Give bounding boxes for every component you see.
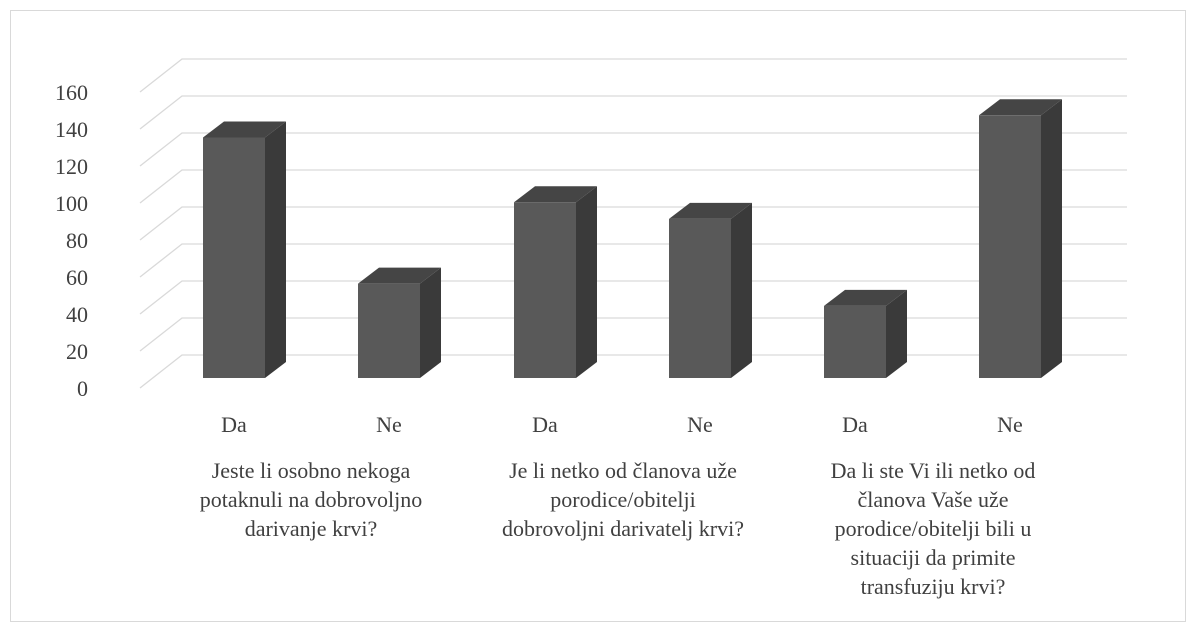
bar-front	[358, 283, 420, 378]
bar-top	[669, 202, 752, 219]
gridline	[139, 95, 1127, 130]
group-label: Da li ste Vi ili netko od članova Vaše už…	[831, 458, 1036, 599]
y-tick-label: 140	[55, 117, 88, 142]
bar-side	[265, 121, 286, 378]
group-label-line: porodice/obitelji bili u	[835, 516, 1032, 541]
x-tick-label: Ne	[687, 412, 713, 437]
x-axis: Da Ne Da Ne Da Ne Jeste li osobno nekoga potakn…	[200, 412, 1036, 599]
gridlines	[139, 58, 1127, 389]
group-label-line: situaciji da primite	[851, 545, 1016, 570]
x-tick-label: Da	[221, 412, 247, 437]
bar-front	[669, 218, 731, 378]
gridline	[139, 132, 1127, 167]
bar-top	[358, 267, 441, 284]
gridline	[139, 280, 1127, 315]
y-tick-label: 0	[77, 376, 88, 401]
y-tick-label: 120	[55, 154, 88, 179]
y-tick-label: 80	[66, 228, 88, 253]
bar-front	[979, 115, 1041, 379]
bar	[514, 186, 597, 378]
bar	[979, 99, 1062, 379]
bars	[203, 99, 1062, 379]
y-tick-label: 160	[55, 80, 88, 105]
group-label-line: Jeste li osobno nekoga	[212, 458, 411, 483]
bar-front	[824, 305, 886, 378]
group-label: Je li netko od članova uže porodice/obite…	[502, 458, 744, 541]
y-tick-label: 100	[55, 191, 88, 216]
gridline	[139, 243, 1127, 278]
bar	[203, 121, 286, 378]
group-label-line: Je li netko od članova uže	[509, 458, 737, 483]
bar-side	[886, 289, 907, 378]
group-label-line: potaknuli na dobrovoljno	[200, 487, 422, 512]
y-tick-label: 40	[66, 302, 88, 327]
group-label-line: transfuziju krvi?	[861, 574, 1006, 599]
bar-top	[979, 99, 1062, 116]
bar	[669, 202, 752, 378]
x-tick-label: Da	[532, 412, 558, 437]
y-tick-label: 20	[66, 339, 88, 364]
bar-front	[203, 137, 265, 378]
gridline	[139, 354, 1127, 389]
gridline	[139, 206, 1127, 241]
bar-top	[514, 186, 597, 203]
group-label-line: dobrovoljni darivatelj krvi?	[502, 516, 744, 541]
bar	[358, 267, 441, 378]
bar	[824, 289, 907, 378]
bar-side	[576, 186, 597, 378]
group-label-line: porodice/obitelji	[550, 487, 695, 512]
gridline	[139, 169, 1127, 204]
group-label-line: članova Vaše uže	[857, 487, 1008, 512]
y-axis: 0 20 40 60 80 100 120 140 160	[55, 80, 88, 401]
group-label-line: darivanje krvi?	[245, 516, 378, 541]
bar-side	[1041, 99, 1062, 379]
gridline	[139, 317, 1127, 352]
group-label-line: Da li ste Vi ili netko od	[831, 458, 1036, 483]
group-label: Jeste li osobno nekoga potaknuli na dobro…	[200, 458, 422, 541]
bar-side	[420, 267, 441, 378]
bar-front	[514, 202, 576, 378]
bar-top	[203, 121, 286, 138]
bar-side	[731, 202, 752, 378]
x-tick-label: Da	[842, 412, 868, 437]
x-tick-label: Ne	[376, 412, 402, 437]
gridline	[139, 58, 1127, 93]
bar-top	[824, 289, 907, 306]
x-tick-label: Ne	[997, 412, 1023, 437]
y-tick-label: 60	[66, 265, 88, 290]
